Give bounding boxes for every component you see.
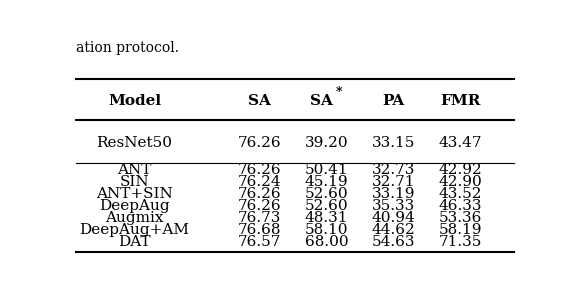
Text: DeepAug+AM: DeepAug+AM: [79, 223, 190, 237]
Text: Augmix: Augmix: [105, 211, 164, 225]
Text: 43.52: 43.52: [438, 187, 482, 201]
Text: SA: SA: [248, 94, 271, 108]
Text: SIN: SIN: [120, 175, 149, 189]
Text: 40.94: 40.94: [372, 211, 415, 225]
Text: 54.63: 54.63: [372, 235, 415, 249]
Text: 76.73: 76.73: [238, 211, 281, 225]
Text: DAT: DAT: [118, 235, 151, 249]
Text: 35.33: 35.33: [372, 199, 415, 213]
Text: 39.20: 39.20: [305, 136, 348, 150]
Text: *: *: [336, 86, 342, 99]
Text: 76.26: 76.26: [238, 136, 281, 150]
Text: 48.31: 48.31: [305, 211, 348, 225]
Text: 50.41: 50.41: [305, 163, 348, 177]
Text: 33.15: 33.15: [372, 136, 415, 150]
Text: 32.71: 32.71: [372, 175, 415, 189]
Text: 32.73: 32.73: [372, 163, 415, 177]
Text: 76.57: 76.57: [238, 235, 281, 249]
Text: 52.60: 52.60: [305, 199, 348, 213]
Text: 44.62: 44.62: [372, 223, 415, 237]
Text: 52.60: 52.60: [305, 187, 348, 201]
Text: 71.35: 71.35: [439, 235, 482, 249]
Text: 76.26: 76.26: [238, 163, 281, 177]
Text: ResNet50: ResNet50: [97, 136, 172, 150]
Text: 76.26: 76.26: [238, 187, 281, 201]
Text: Model: Model: [108, 94, 161, 108]
Text: PA: PA: [382, 94, 404, 108]
Text: 76.26: 76.26: [238, 199, 281, 213]
Text: 76.24: 76.24: [238, 175, 281, 189]
Text: DeepAug: DeepAug: [99, 199, 170, 213]
Text: 53.36: 53.36: [439, 211, 482, 225]
Text: 68.00: 68.00: [305, 235, 348, 249]
Text: 58.19: 58.19: [438, 223, 482, 237]
Text: 33.19: 33.19: [372, 187, 415, 201]
Text: 46.33: 46.33: [438, 199, 482, 213]
Text: 43.47: 43.47: [438, 136, 482, 150]
Text: 58.10: 58.10: [305, 223, 348, 237]
Text: 42.92: 42.92: [438, 163, 482, 177]
Text: FMR: FMR: [440, 94, 480, 108]
Text: ation protocol.: ation protocol.: [77, 41, 180, 55]
Text: ANT+SIN: ANT+SIN: [96, 187, 173, 201]
Text: 42.90: 42.90: [438, 175, 482, 189]
Text: SA: SA: [310, 94, 332, 108]
Text: 76.68: 76.68: [238, 223, 281, 237]
Text: ANT: ANT: [118, 163, 151, 177]
Text: 45.19: 45.19: [305, 175, 348, 189]
